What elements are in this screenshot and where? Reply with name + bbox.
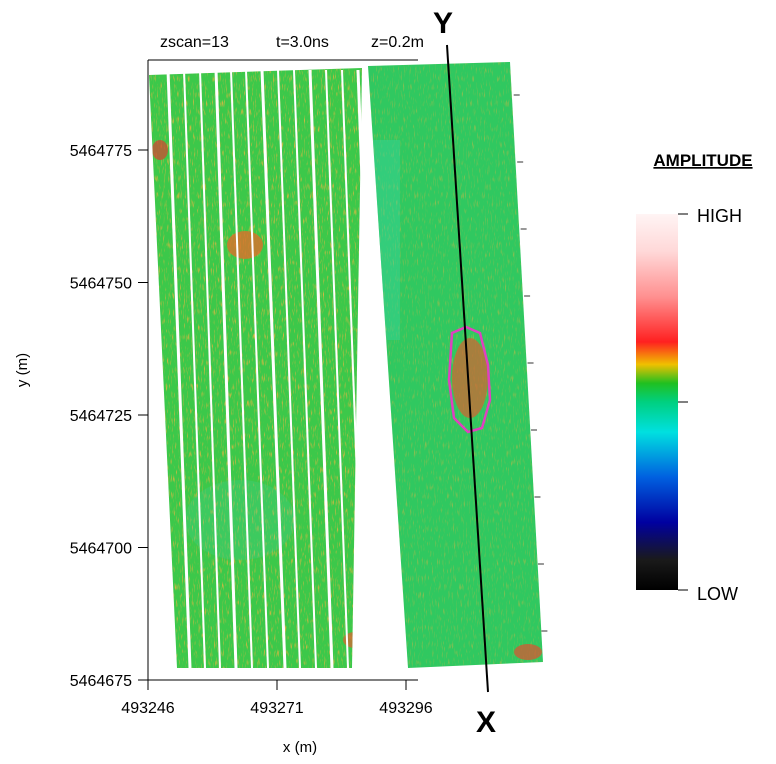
strip-gap <box>245 69 269 669</box>
survey-block-right <box>368 62 543 668</box>
y-tick-label: 5464700 <box>70 541 132 558</box>
strip-gap <box>260 69 287 669</box>
profile-line <box>446 44 489 693</box>
y-tick-label: 5464675 <box>70 673 132 690</box>
survey-gaps <box>166 69 382 669</box>
anomaly-outline <box>447 325 492 434</box>
y-tick-label: 5464750 <box>70 276 132 293</box>
colorbar-high-label: HIGH <box>697 206 742 226</box>
header-time: t=3.0ns <box>276 34 329 51</box>
strip-gap <box>341 69 365 669</box>
y-axis: 5464775 5464750 5464725 5464700 5464675 <box>70 143 148 690</box>
strip-gap <box>199 69 221 669</box>
strip-gap <box>293 69 317 669</box>
strip-gap <box>277 69 301 669</box>
colorbar-title: AMPLITUDE <box>653 151 752 170</box>
x-axis: 493246 493271 493296 <box>121 680 433 717</box>
profile-end-label: X <box>476 706 496 739</box>
x-tick-label: 493271 <box>250 700 303 717</box>
x-axis-label: x (m) <box>283 739 317 756</box>
y-tick-label: 5464725 <box>70 408 132 425</box>
header-labels: zscan=13 t=3.0ns z=0.2m <box>160 34 424 51</box>
strip-gap <box>183 69 206 669</box>
strip-gap <box>325 69 349 669</box>
header-zscan: zscan=13 <box>160 34 229 51</box>
x-tick-label: 493296 <box>379 700 432 717</box>
profile-start-label: Y <box>433 7 453 40</box>
colorbar-low-label: LOW <box>697 584 738 604</box>
plot-frame <box>147 59 418 681</box>
y-axis-label: y (m) <box>14 353 31 387</box>
strip-gap <box>230 69 253 669</box>
y-tick-label: 5464775 <box>70 143 132 160</box>
colorbar-scale <box>636 214 678 590</box>
x-tick-label: 493246 <box>121 700 174 717</box>
strip-gap <box>356 69 382 669</box>
survey-block-left <box>149 68 362 668</box>
colorbar: AMPLITUDE HIGH LOW <box>636 151 753 604</box>
strip-gap <box>214 69 238 669</box>
header-depth: z=0.2m <box>371 34 424 51</box>
strip-gap <box>308 69 334 669</box>
strip-gap <box>166 69 192 669</box>
survey-edge-ticks <box>513 94 548 632</box>
